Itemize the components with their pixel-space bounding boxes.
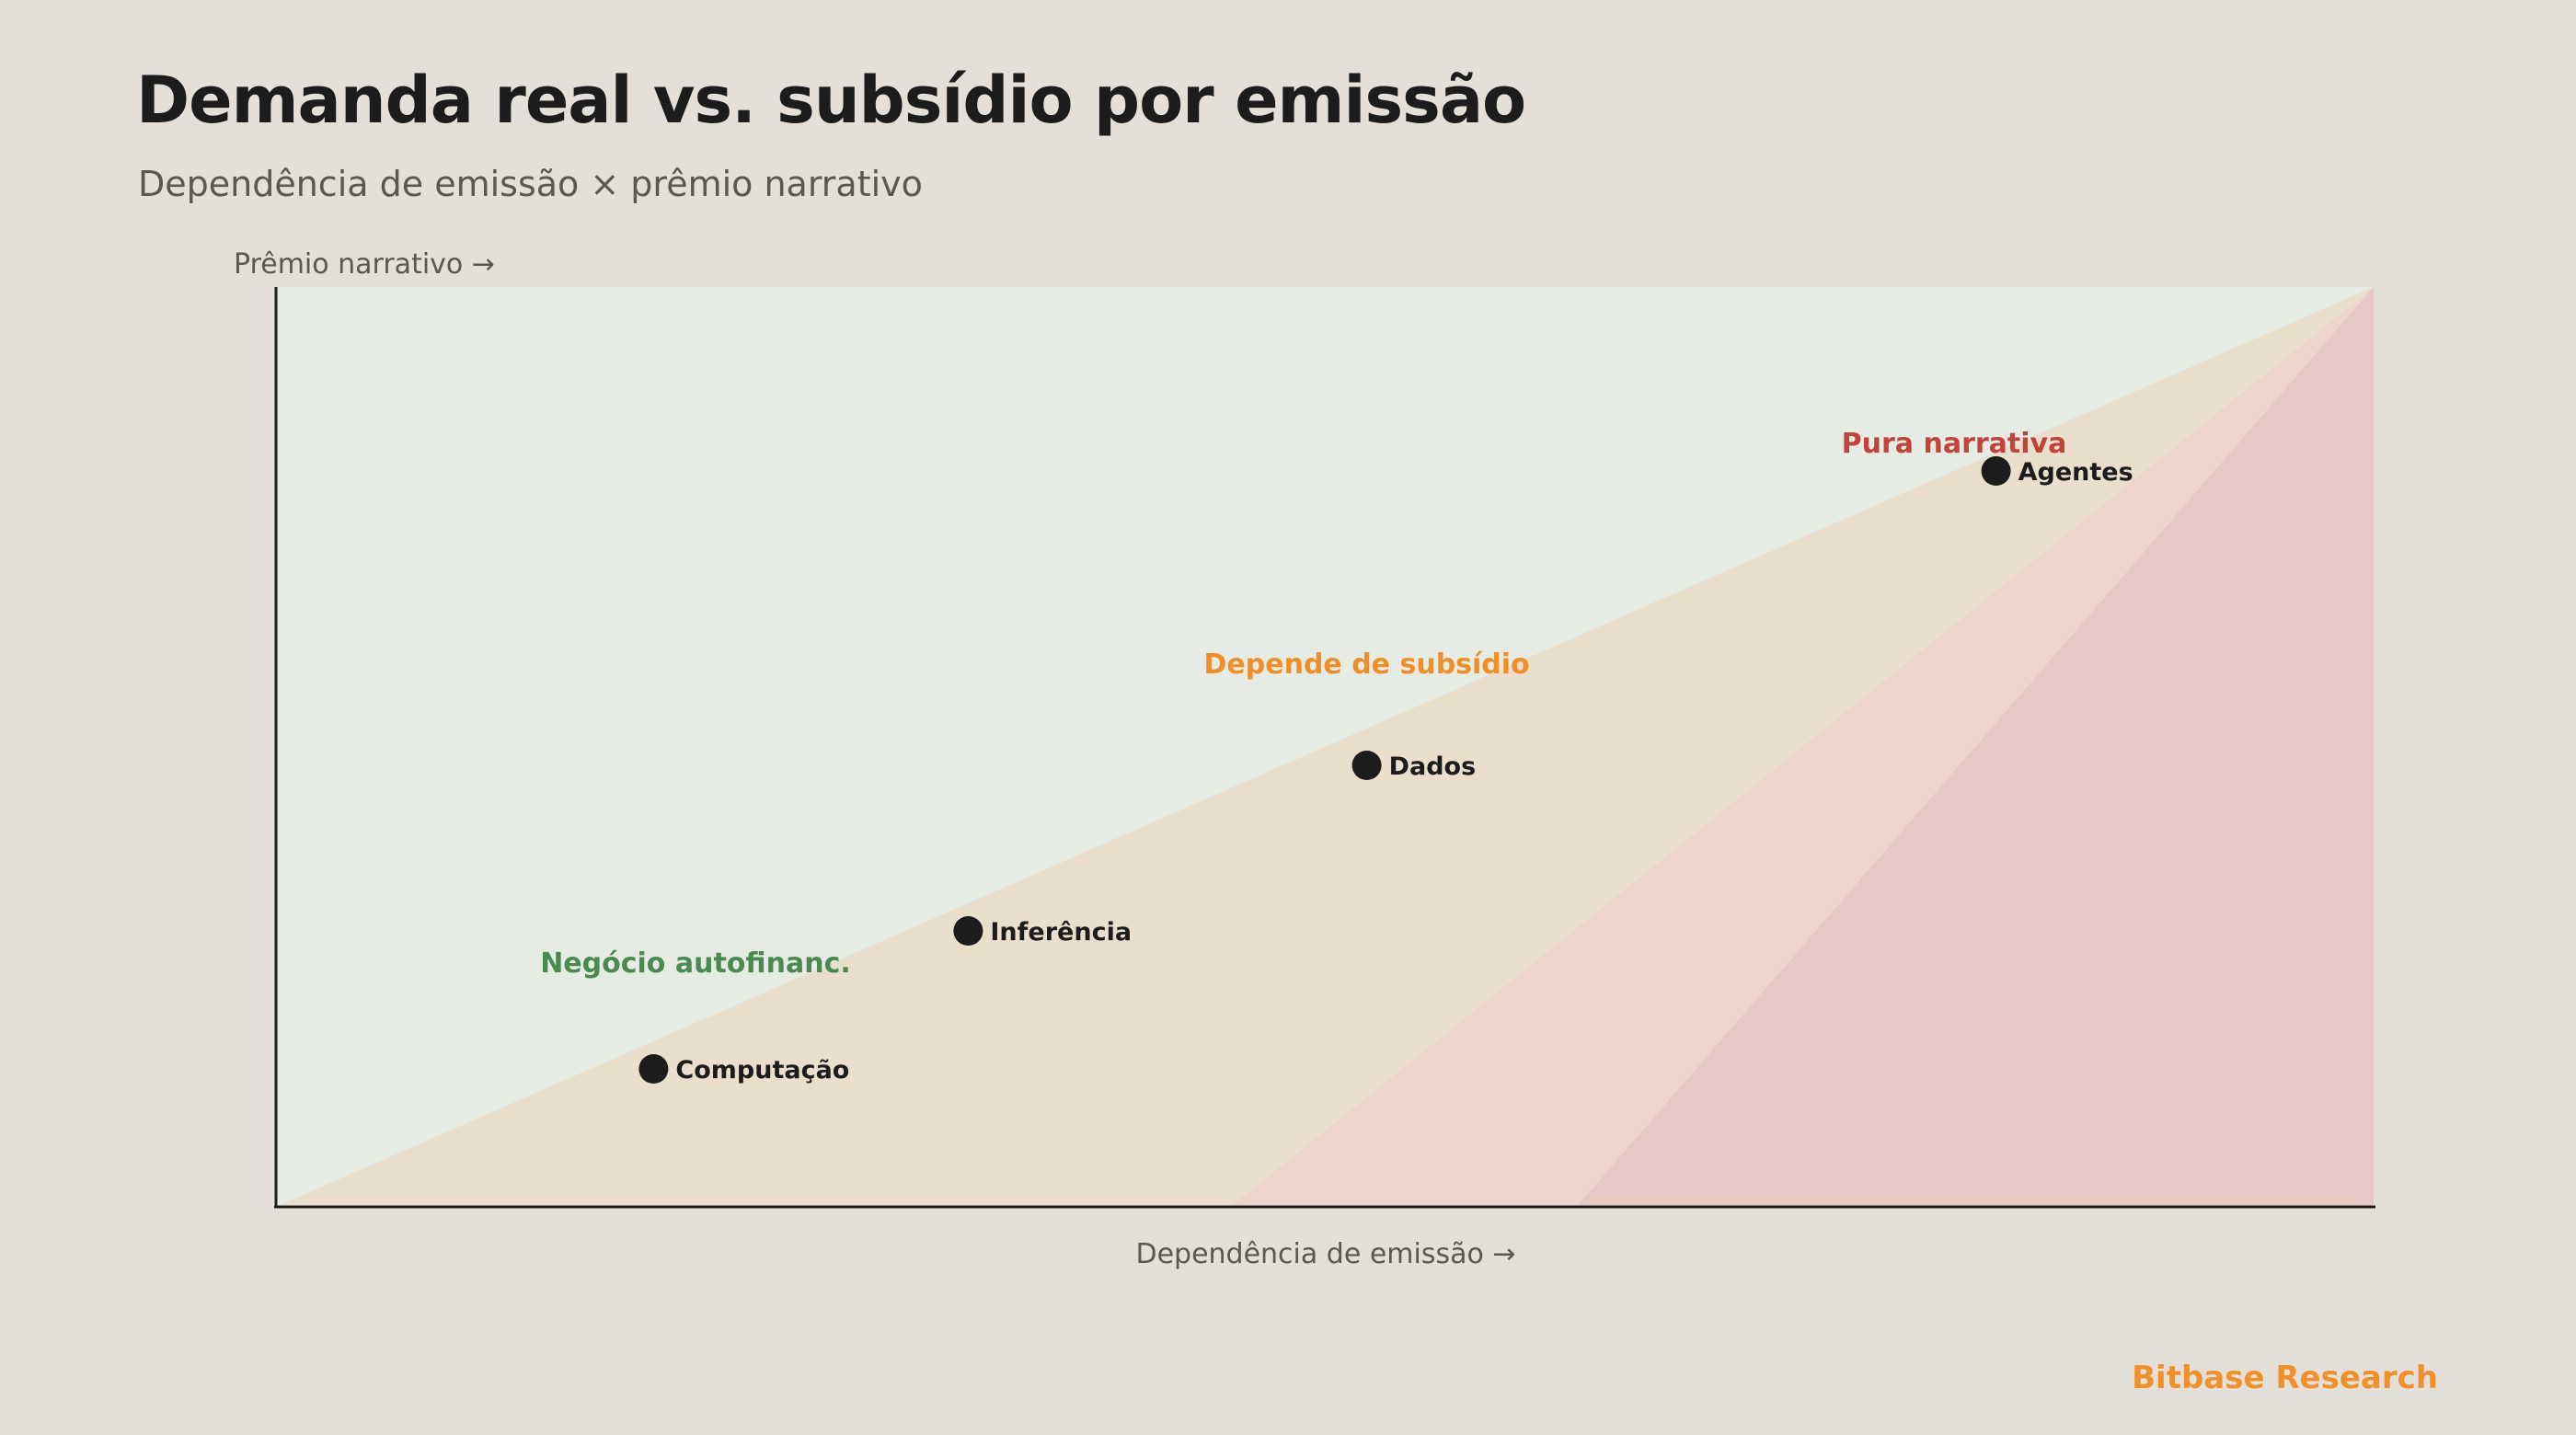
- data-point[interactable]: [953, 916, 983, 946]
- data-point[interactable]: [1351, 751, 1382, 780]
- zone-label: Negócio autofinanc.: [540, 947, 851, 980]
- axes: [274, 287, 2375, 1209]
- y-axis-label: Prêmio narrativo →: [234, 248, 495, 281]
- data-point[interactable]: [1981, 456, 2011, 486]
- data-point-label: Agentes: [2018, 458, 2133, 487]
- zone-label-layer: Negócio autofinanc. Depende de subsídio Pu…: [540, 428, 2066, 980]
- brand-label: Bitbase Research: [2132, 1360, 2438, 1396]
- chart-subtitle: Dependência de emissão × prêmio narrativ…: [138, 164, 923, 204]
- point-layer: Computação Inferência Dados Agentes: [638, 456, 2133, 1085]
- data-point-label: Inferência: [990, 918, 1132, 947]
- zone-layer: [276, 287, 2374, 1207]
- chart-title: Demanda real vs. subsídio por emissão: [136, 63, 1526, 138]
- zone-label: Depende de subsídio: [1204, 649, 1530, 681]
- data-point[interactable]: [638, 1054, 669, 1084]
- data-point-label: Computação: [675, 1056, 849, 1085]
- zone-red: [1576, 287, 2374, 1207]
- zone-pink: [1230, 287, 2374, 1207]
- zone-orange: [276, 287, 2374, 1207]
- zone-label: Pura narrativa: [1842, 428, 2067, 460]
- data-point-label: Dados: [1389, 752, 1477, 781]
- x-axis-label: Dependência de emissão →: [1135, 1238, 1515, 1270]
